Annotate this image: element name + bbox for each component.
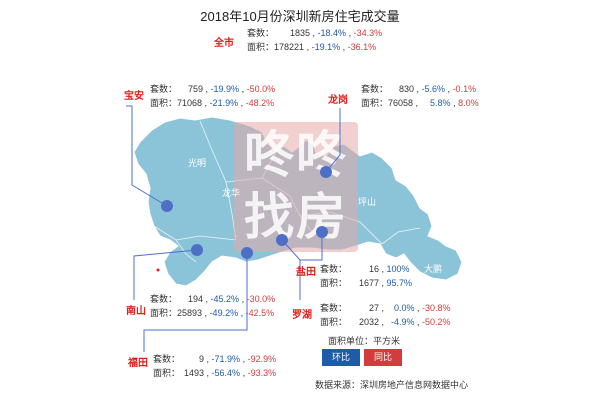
count-mom: -45.2% xyxy=(210,294,240,304)
leader-line-longgang xyxy=(325,108,341,173)
stats-yantian: 套数： 16 , 100% 面积： 1677 , 95.7% xyxy=(320,264,413,288)
count-label: 套数： xyxy=(150,294,178,304)
count-value: 27 xyxy=(369,303,380,313)
count-value: 16 xyxy=(369,264,380,274)
count-mom: -19.9% xyxy=(210,84,240,94)
map-label-guangming: 光明 xyxy=(188,158,207,168)
area-value: 178221 xyxy=(274,42,305,52)
count-yoy: -0.1% xyxy=(452,84,477,94)
map-label-pingshan: 坪山 xyxy=(358,197,377,207)
district-name-nanshan: 南山 xyxy=(126,306,146,317)
area-mom: -56.4% xyxy=(211,368,241,378)
dot-yantian xyxy=(316,226,328,238)
area-value: 25893 xyxy=(177,308,203,318)
count-yoy: -30.8% xyxy=(422,303,451,313)
count-mom: 0.0% xyxy=(394,303,415,313)
count-value: 1835 xyxy=(289,28,311,38)
count-label: 套数： xyxy=(361,84,389,94)
map-label-dapeng: 大鹏 xyxy=(424,264,443,274)
count-label: 套数： xyxy=(153,354,181,364)
area-yoy: -36.1% xyxy=(347,42,377,52)
count-label: 套数： xyxy=(320,303,348,313)
dot-futian xyxy=(241,247,253,259)
stats-luohu: 套数： 27 , 0.0% , -30.8% 面积： 2032 , -4.9% , … xyxy=(320,303,451,327)
district-name-futian: 福田 xyxy=(128,358,148,369)
leader-line-baoan xyxy=(126,105,168,207)
dot-nanshan xyxy=(191,244,203,256)
count-mom: -5.6% xyxy=(421,84,446,94)
district-name-baoan: 宝安 xyxy=(124,91,144,102)
page-title: 2018年10月份深圳新房住宅成交量 xyxy=(200,9,400,24)
watermark: 咚咚 找房 xyxy=(234,122,358,252)
source-note: 数据来源：深圳房地产信息网数据中心 xyxy=(315,380,469,390)
count-yoy: -30.0% xyxy=(246,294,276,304)
area-label: 面积： xyxy=(150,308,178,318)
area-yoy: -48.2% xyxy=(245,98,275,108)
area-value: 2032 xyxy=(358,317,380,327)
watermark-line2: 找房 xyxy=(244,189,348,245)
area-label: 面积： xyxy=(153,368,181,378)
stats-baoan: 套数： 759 , -19.9% , -50.0% 面积：71068 , -21.… xyxy=(150,84,276,108)
area-mom: -21.9% xyxy=(209,98,239,108)
district-name-luohu: 罗湖 xyxy=(292,310,312,321)
island-marker xyxy=(156,268,160,272)
area-mom: 5.8% xyxy=(430,98,451,108)
legend-yoy: 同比 xyxy=(364,349,402,366)
area-yoy: -50.2% xyxy=(422,317,451,327)
district-name-longgang: 龙岗 xyxy=(328,95,348,106)
unit-note: 面积单位：平方米 xyxy=(328,336,401,346)
count-mom: 100% xyxy=(386,264,410,274)
area-label: 面积： xyxy=(150,98,178,108)
count-yoy: -92.9% xyxy=(247,354,277,364)
district-name-all: 全市 xyxy=(214,38,234,49)
leader-line-yantian xyxy=(300,232,323,261)
count-value: 759 xyxy=(187,84,204,94)
dot-longgang xyxy=(320,166,332,178)
leader-line-futian xyxy=(143,253,248,352)
stats-longgang: 套数： 830 , -5.6% , -0.1% 面积：76058 , 5.8% ,… xyxy=(361,84,479,108)
count-yoy: -34.3% xyxy=(353,28,383,38)
count-value: 830 xyxy=(398,84,415,94)
count-label: 套数： xyxy=(247,28,275,38)
leader-line-nanshan xyxy=(133,249,198,300)
area-yoy: -42.5% xyxy=(245,308,275,318)
count-value: 9 xyxy=(199,354,205,364)
area-mom: -4.9% xyxy=(391,317,415,327)
count-label: 套数： xyxy=(150,84,178,94)
count-value: 194 xyxy=(187,294,204,304)
area-label: 面积： xyxy=(320,278,348,288)
dot-luohu xyxy=(276,234,288,246)
area-yoy: 8.0% xyxy=(458,98,479,108)
count-mom: -18.4% xyxy=(317,28,347,38)
area-value: 1493 xyxy=(183,368,205,378)
area-value: 71068 xyxy=(177,98,203,108)
count-label: 套数： xyxy=(320,264,348,274)
district-name-yantian: 盐田 xyxy=(296,267,316,278)
leader-line-luohu xyxy=(281,239,301,300)
area-yoy: -93.3% xyxy=(247,368,277,378)
area-label: 面积： xyxy=(320,317,348,327)
area-value: 1677 xyxy=(358,278,380,288)
map-label-longhua: 龙华 xyxy=(222,188,241,198)
area-label: 面积： xyxy=(361,98,389,108)
stats-all: 套数： 1835 , -18.4% , -34.3% 面积：178221 , -1… xyxy=(247,28,383,52)
count-yoy: -50.0% xyxy=(246,84,276,94)
area-label: 面积： xyxy=(247,42,275,52)
area-mom: -19.1% xyxy=(311,42,341,52)
stats-futian: 套数： 9 , -71.9% , -92.9% 面积： 1493 , -56.4% … xyxy=(153,354,277,378)
area-mom: -49.2% xyxy=(209,308,239,318)
area-value: 76058 xyxy=(388,98,414,108)
dot-baoan xyxy=(161,200,173,212)
area-mom: 95.7% xyxy=(386,278,413,288)
legend-mom: 环比 xyxy=(322,349,360,366)
count-mom: -71.9% xyxy=(211,354,241,364)
stats-nanshan: 套数： 194 , -45.2% , -30.0% 面积：25893 , -49.… xyxy=(150,294,276,318)
